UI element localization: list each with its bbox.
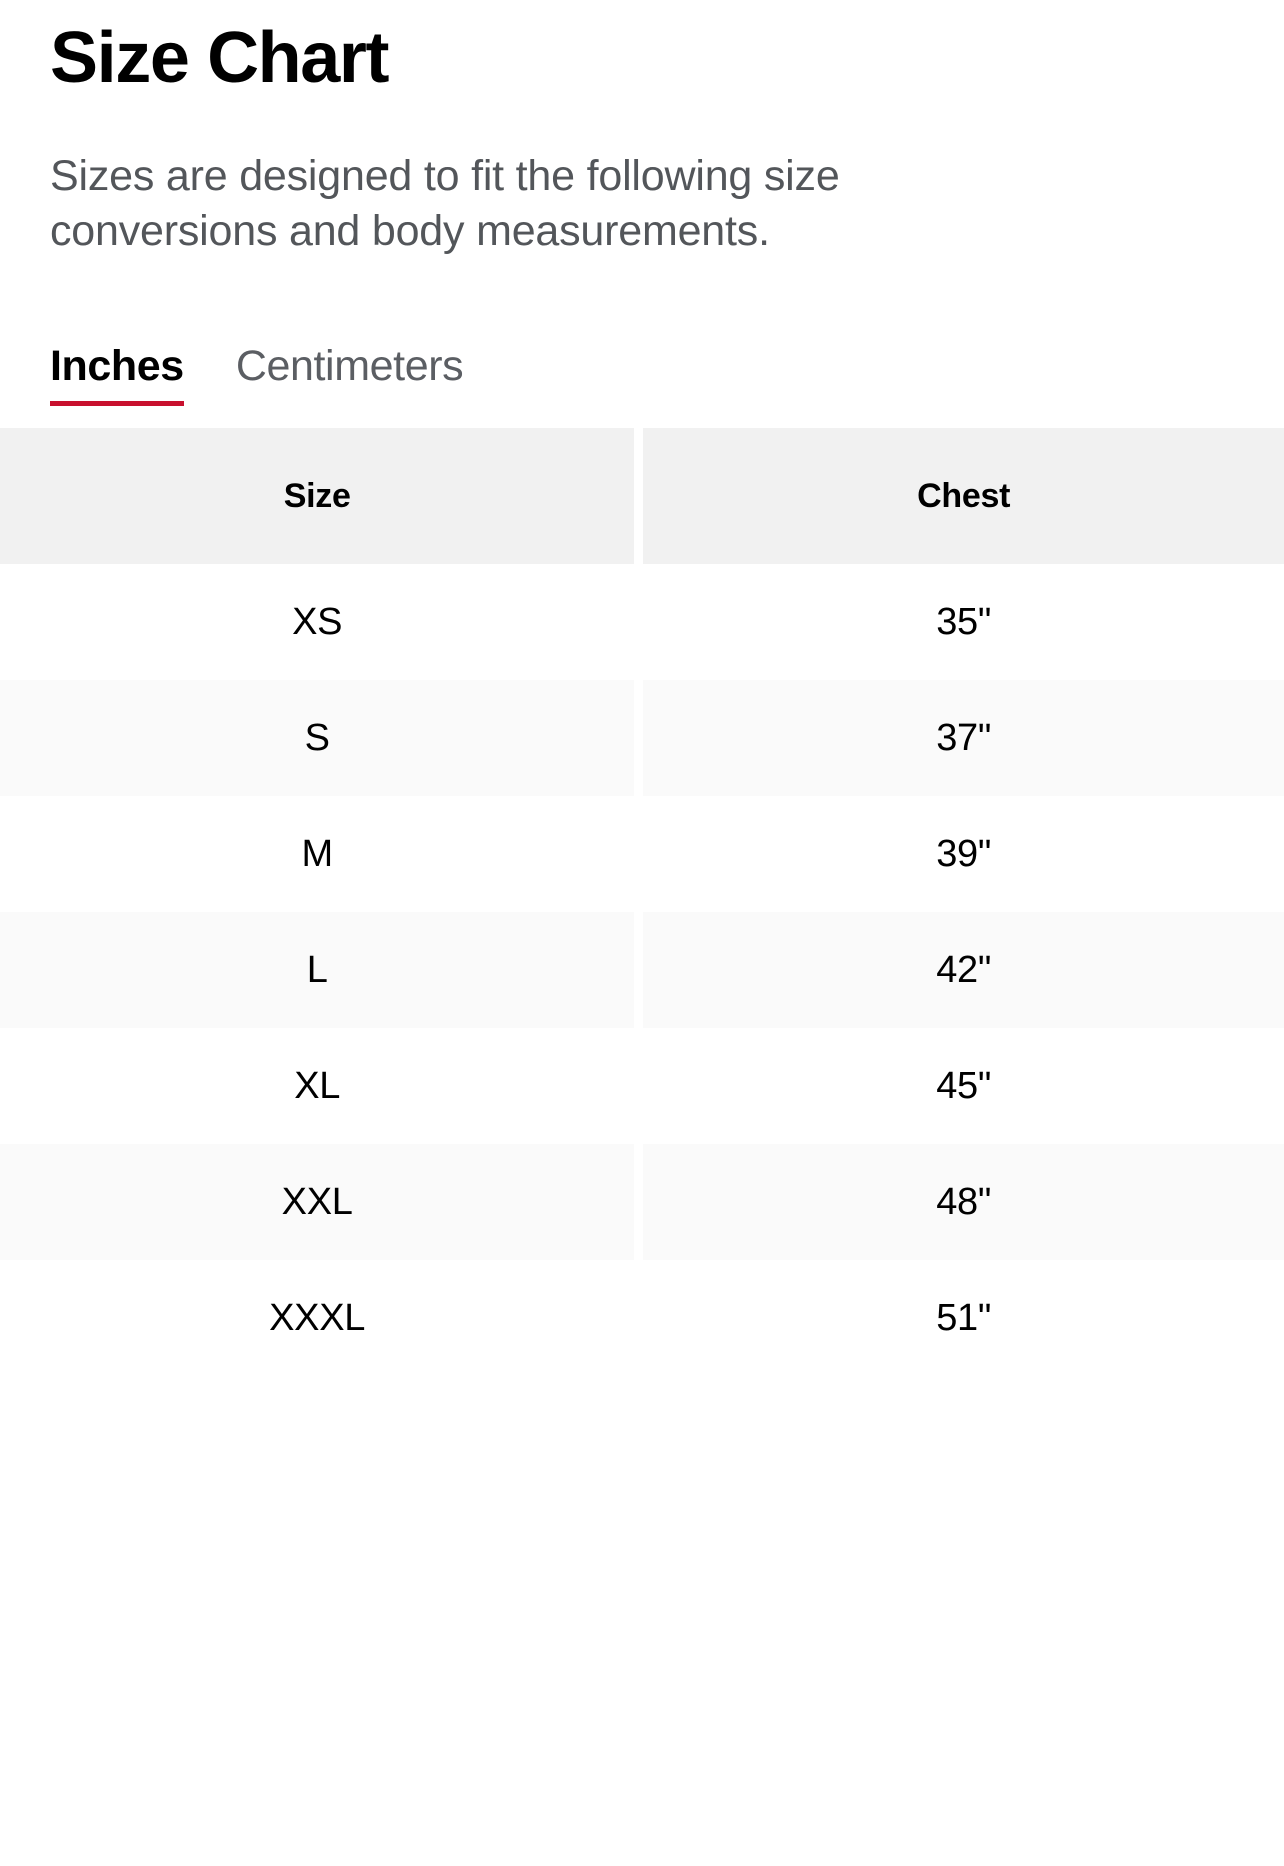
row-divider [634, 1028, 644, 1145]
page-title: Size Chart [50, 18, 389, 98]
table-row: M 39" [0, 796, 1284, 913]
row-divider [634, 912, 644, 1029]
cell-size: M [0, 796, 635, 913]
tab-centimeters[interactable]: Centimeters [236, 342, 464, 406]
tab-inches[interactable]: Inches [50, 342, 184, 407]
cell-chest: 42" [643, 912, 1284, 1029]
row-divider [634, 564, 644, 681]
cell-chest: 35" [643, 564, 1284, 681]
table-body: XS 35" S 37" M 39" L 42" XL [0, 564, 1284, 1377]
table-row: XXL 48" [0, 1144, 1284, 1261]
row-divider [634, 1260, 644, 1377]
cell-size: S [0, 680, 635, 797]
table-row: XXXL 51" [0, 1260, 1284, 1377]
column-header-size: Size [0, 428, 635, 565]
cell-chest: 39" [643, 796, 1284, 913]
cell-size: XS [0, 564, 635, 681]
table-row: L 42" [0, 912, 1284, 1029]
unit-tabs: Inches Centimeters [0, 342, 1284, 407]
header-block: Size Chart Sizes are designed to fit the… [0, 0, 1284, 259]
table-header-row: Size Chest [0, 428, 1284, 565]
cell-size: XL [0, 1028, 635, 1145]
cell-chest: 48" [643, 1144, 1284, 1261]
cell-chest: 45" [643, 1028, 1284, 1145]
cell-chest: 51" [643, 1260, 1284, 1377]
column-divider [634, 428, 644, 565]
table-header: Size Chest [0, 428, 1284, 565]
size-measurement-table: Size Chest XS 35" S 37" M 39" L [0, 428, 1284, 1377]
table-row: S 37" [0, 680, 1284, 797]
page-description: Sizes are designed to fit the following … [50, 152, 840, 256]
row-divider [634, 796, 644, 913]
row-divider [634, 1144, 644, 1261]
row-divider [634, 680, 644, 797]
cell-size: L [0, 912, 635, 1029]
table-row: XL 45" [0, 1028, 1284, 1145]
cell-size: XXL [0, 1144, 635, 1261]
cell-size: XXXL [0, 1260, 635, 1377]
table-row: XS 35" [0, 564, 1284, 681]
column-header-chest: Chest [643, 428, 1284, 565]
cell-chest: 37" [643, 680, 1284, 797]
